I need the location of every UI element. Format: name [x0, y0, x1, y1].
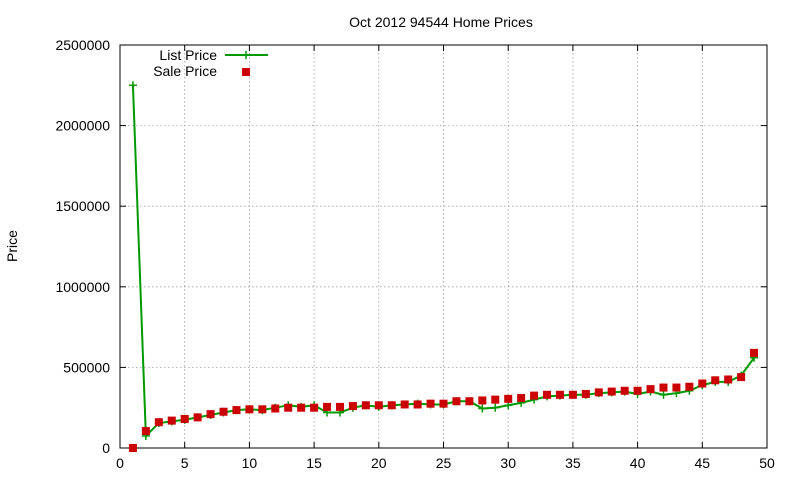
x-tick-label: 15: [306, 455, 322, 471]
legend-label-sale-price: Sale Price: [153, 63, 217, 79]
sale-price-point: [685, 382, 694, 391]
sale-price-point: [750, 348, 759, 357]
sale-price-point: [387, 401, 396, 410]
sale-price-point: [232, 406, 241, 415]
sale-price-point: [594, 388, 603, 397]
sale-price-point: [568, 390, 577, 399]
series: [128, 81, 759, 452]
y-axis-label: Price: [4, 230, 20, 262]
y-tick-label: 500000: [63, 359, 110, 375]
sale-price-point: [193, 413, 202, 422]
sale-price-point: [245, 405, 254, 414]
sale-price-point: [581, 389, 590, 398]
sale-price-point: [206, 410, 215, 419]
sale-price-point: [258, 405, 267, 414]
x-tick-label: 25: [436, 455, 452, 471]
sale-price-point: [284, 403, 293, 412]
list-price-point: [491, 403, 500, 412]
sale-price-point: [271, 404, 280, 413]
sale-price-point: [361, 401, 370, 410]
sale-price-point: [348, 402, 357, 411]
y-tick-label: 1000000: [55, 279, 110, 295]
sale-price-point: [400, 400, 409, 409]
x-tick-label: 0: [116, 455, 124, 471]
sale-price-point: [724, 375, 733, 384]
legend: List Price Sale Price: [153, 47, 268, 79]
chart-title: Oct 2012 94544 Home Prices: [349, 14, 533, 30]
sale-price-point: [517, 394, 526, 403]
x-tick-label: 50: [759, 455, 775, 471]
legend-swatch-sale-price: [242, 68, 250, 76]
sale-price-point: [478, 396, 487, 405]
list-price-point: [478, 404, 487, 413]
sale-price-point: [452, 397, 461, 406]
sale-price-point: [167, 416, 176, 425]
x-tick-label: 35: [565, 455, 581, 471]
sale-price-point: [491, 395, 500, 404]
y-tick-label: 2000000: [55, 118, 110, 134]
legend-label-list-price: List Price: [159, 47, 217, 63]
sale-price-point: [737, 373, 746, 382]
sale-price-point: [439, 399, 448, 408]
axis-ticks: [119, 44, 768, 449]
list-price-point: [128, 81, 137, 90]
x-tick-label: 5: [181, 455, 189, 471]
grid: [120, 45, 767, 448]
sale-price-point: [620, 386, 629, 395]
sale-price-point: [426, 399, 435, 408]
sale-price-point: [633, 386, 642, 395]
y-tick-label: 1500000: [55, 198, 110, 214]
sale-price-point: [128, 444, 137, 452]
sale-price-point: [297, 403, 306, 412]
sale-price-point: [504, 394, 513, 403]
sale-price-point: [698, 379, 707, 388]
sale-price-point: [219, 407, 228, 416]
sale-price-point: [335, 402, 344, 411]
x-tick-label: 30: [500, 455, 516, 471]
sale-price-point: [711, 376, 720, 385]
tick-labels: 0 5 10 15 20 25 30 35 40 45 50 0 500000 1000000 150000…: [55, 37, 775, 471]
sale-price-point: [607, 387, 616, 396]
sale-price-point: [530, 391, 539, 400]
sale-price-point: [672, 383, 681, 392]
sale-price-point: [310, 403, 319, 412]
sale-price-point: [141, 427, 150, 436]
y-tick-label: 2500000: [55, 37, 110, 53]
sale-price-point: [646, 385, 655, 394]
sale-price-point: [374, 401, 383, 410]
sale-price-point: [659, 383, 668, 392]
sale-price-point: [154, 418, 163, 427]
list-price-point: [659, 390, 668, 399]
x-tick-label: 45: [695, 455, 711, 471]
sale-price-point: [323, 402, 332, 411]
sale-price-point: [465, 397, 474, 406]
y-tick-label: 0: [102, 440, 110, 456]
x-tick-label: 20: [371, 455, 387, 471]
x-tick-label: 10: [242, 455, 258, 471]
x-tick-label: 40: [630, 455, 646, 471]
sale-price-point: [555, 390, 564, 399]
sale-price-point: [413, 400, 422, 409]
sale-price-point: [543, 390, 552, 399]
sale-price-point: [180, 414, 189, 423]
